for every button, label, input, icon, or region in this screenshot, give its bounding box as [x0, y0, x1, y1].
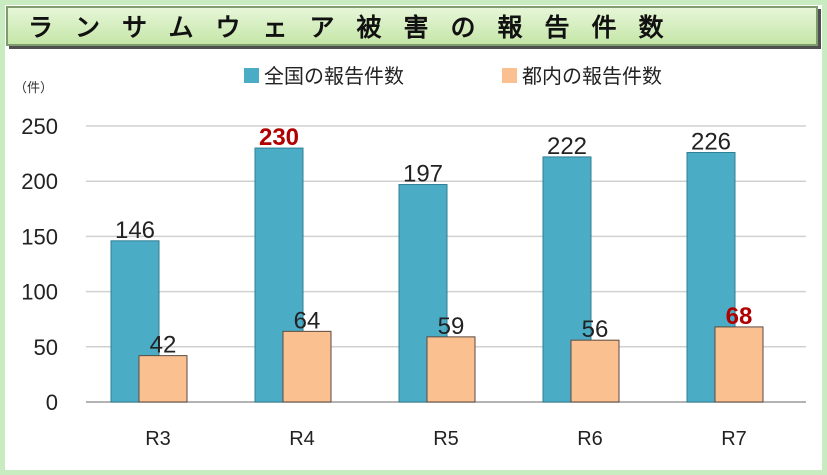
- y-tick-label: 200: [21, 169, 58, 194]
- y-tick-label: 50: [34, 335, 58, 360]
- bars: [110, 147, 764, 403]
- data-label-national: 222: [547, 133, 587, 160]
- bar-tokyo: [138, 355, 188, 403]
- data-labels: 146 42 230 64 197 59 222 56 226 68: [115, 124, 752, 359]
- y-tick-label: 150: [21, 224, 58, 249]
- y-unit-label: （件）: [14, 81, 53, 96]
- chart-title: ランサムウェア被害の報告件数: [28, 13, 686, 42]
- data-label-tokyo: 64: [294, 307, 321, 334]
- x-category-label: R7: [721, 428, 747, 450]
- data-label-national: 197: [403, 161, 443, 188]
- data-label-tokyo: 42: [150, 332, 177, 359]
- legend-label: 全国の報告件数: [264, 64, 404, 88]
- data-label-tokyo: 56: [582, 316, 609, 343]
- x-axis-categories: R3 R4 R5 R6 R7: [145, 428, 747, 450]
- y-axis-ticks: 0 50 100 150 200 250: [21, 114, 58, 415]
- x-category-label: R3: [145, 428, 171, 450]
- data-label-tokyo: 68: [726, 303, 753, 330]
- legend-label: 都内の報告件数: [522, 64, 662, 88]
- bar-national: [686, 151, 736, 403]
- y-tick-label: 100: [21, 280, 58, 305]
- y-tick-label: 0: [46, 390, 58, 415]
- bar-tokyo: [282, 330, 332, 403]
- data-label-national: 230: [259, 124, 299, 151]
- x-category-label: R5: [433, 428, 459, 450]
- legend: 全国の報告件数 都内の報告件数: [244, 64, 662, 88]
- bar-tokyo: [714, 326, 764, 403]
- y-tick-label: 250: [21, 114, 58, 139]
- x-category-label: R6: [577, 428, 603, 450]
- legend-swatch: [244, 68, 259, 83]
- data-label-tokyo: 59: [438, 313, 465, 340]
- data-label-national: 226: [691, 128, 731, 155]
- legend-swatch: [502, 68, 517, 83]
- title-banner: ランサムウェア被害の報告件数: [6, 6, 818, 46]
- bar-tokyo: [426, 336, 476, 403]
- x-category-label: R4: [289, 428, 315, 450]
- data-label-national: 146: [115, 217, 155, 244]
- bar-tokyo: [570, 339, 620, 403]
